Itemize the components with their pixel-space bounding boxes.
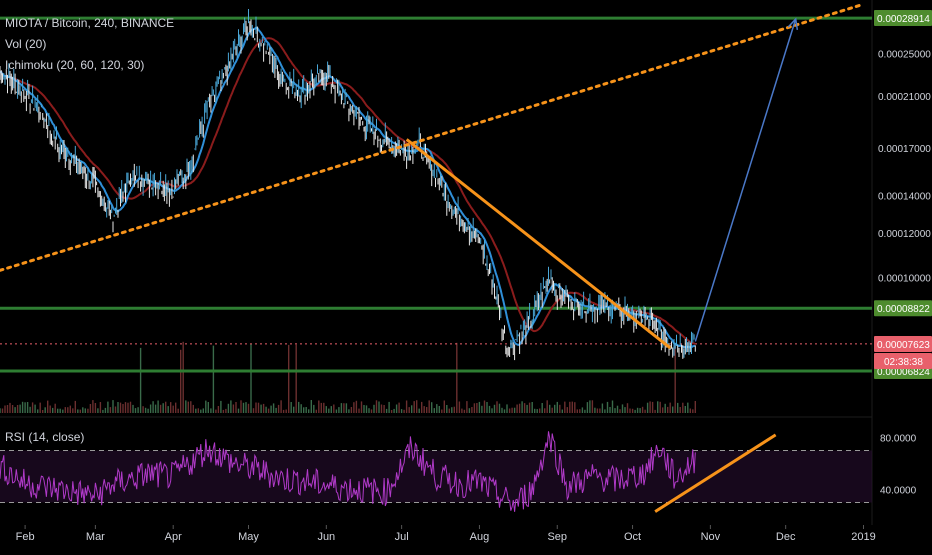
price-tick-label: 0.00021000	[878, 92, 931, 103]
volume-layer	[0, 341, 696, 413]
time-tick-label: Jul	[395, 531, 409, 543]
price-tick-label: 0.00010000	[878, 274, 931, 285]
rsi-legend[interactable]: RSI (14, close)	[5, 430, 84, 444]
rsi-pane	[0, 431, 872, 512]
rsi-tick-label: 80.0000	[880, 434, 917, 445]
ichimoku-legend[interactable]: Ichimoku (20, 60, 120, 30)	[5, 58, 144, 72]
current-price-tag[interactable]: 0.00007623	[877, 340, 930, 351]
projection-arrow-line[interactable]	[694, 18, 797, 342]
time-tick-label: Nov	[701, 531, 721, 543]
rsi-line	[0, 431, 696, 512]
level-tag-top[interactable]: 0.00028914	[877, 14, 930, 25]
price-layer	[0, 9, 696, 361]
levels-layer	[0, 16, 872, 373]
time-tick-label: Sep	[547, 531, 567, 543]
time-tick-label: 2019	[851, 531, 875, 543]
time-tick-label: Apr	[165, 531, 182, 543]
grid-layer	[0, 0, 873, 525]
level-tag-support[interactable]: 0.00006824	[877, 367, 930, 378]
price-tick-label: 0.00025000	[878, 50, 931, 61]
rsi-trend-line[interactable]	[654, 433, 777, 513]
level-tag-resistance-background	[874, 300, 932, 317]
symbol-legend[interactable]: MIOTA / Bitcoin, 240, BINANCE	[5, 16, 174, 30]
drawings-layer	[0, 3, 863, 513]
countdown-tag: 02:38:38	[884, 357, 923, 368]
descending-trend-line[interactable]	[405, 138, 672, 350]
price-tick-label: 0.00012000	[878, 229, 931, 240]
axis-layer: 0.00025000 0.00021000 0.00017000 0.00014000…	[16, 0, 932, 550]
price-tick-label: 0.00017000	[878, 144, 931, 155]
time-tick-label: Oct	[624, 531, 641, 543]
projection-arrow-head	[787, 17, 799, 31]
time-tick-label: May	[238, 531, 259, 543]
countdown-tag-background	[874, 352, 932, 369]
current-price-tag-background	[874, 335, 932, 352]
level-tag-resistance[interactable]: 0.00008822	[877, 304, 930, 315]
time-tick-label: Feb	[16, 531, 35, 543]
price-axis-background	[873, 0, 932, 550]
legend-layer: MIOTA / Bitcoin, 240, BINANCE Vol (20) I…	[5, 16, 174, 444]
dotted-trend-line[interactable]	[0, 3, 863, 272]
time-tick-label: Dec	[776, 531, 796, 543]
price-tick-label: 0.00014000	[878, 191, 931, 202]
level-tag-top-background	[874, 10, 932, 27]
time-tick-label: Aug	[470, 531, 490, 543]
volume-legend[interactable]: Vol (20)	[5, 37, 46, 51]
time-tick-label: Jun	[317, 531, 335, 543]
rsi-tick-label: 40.0000	[880, 486, 917, 497]
rsi-band	[0, 450, 872, 503]
ichimoku-base-line	[0, 37, 696, 345]
time-tick-label: Mar	[86, 531, 105, 543]
